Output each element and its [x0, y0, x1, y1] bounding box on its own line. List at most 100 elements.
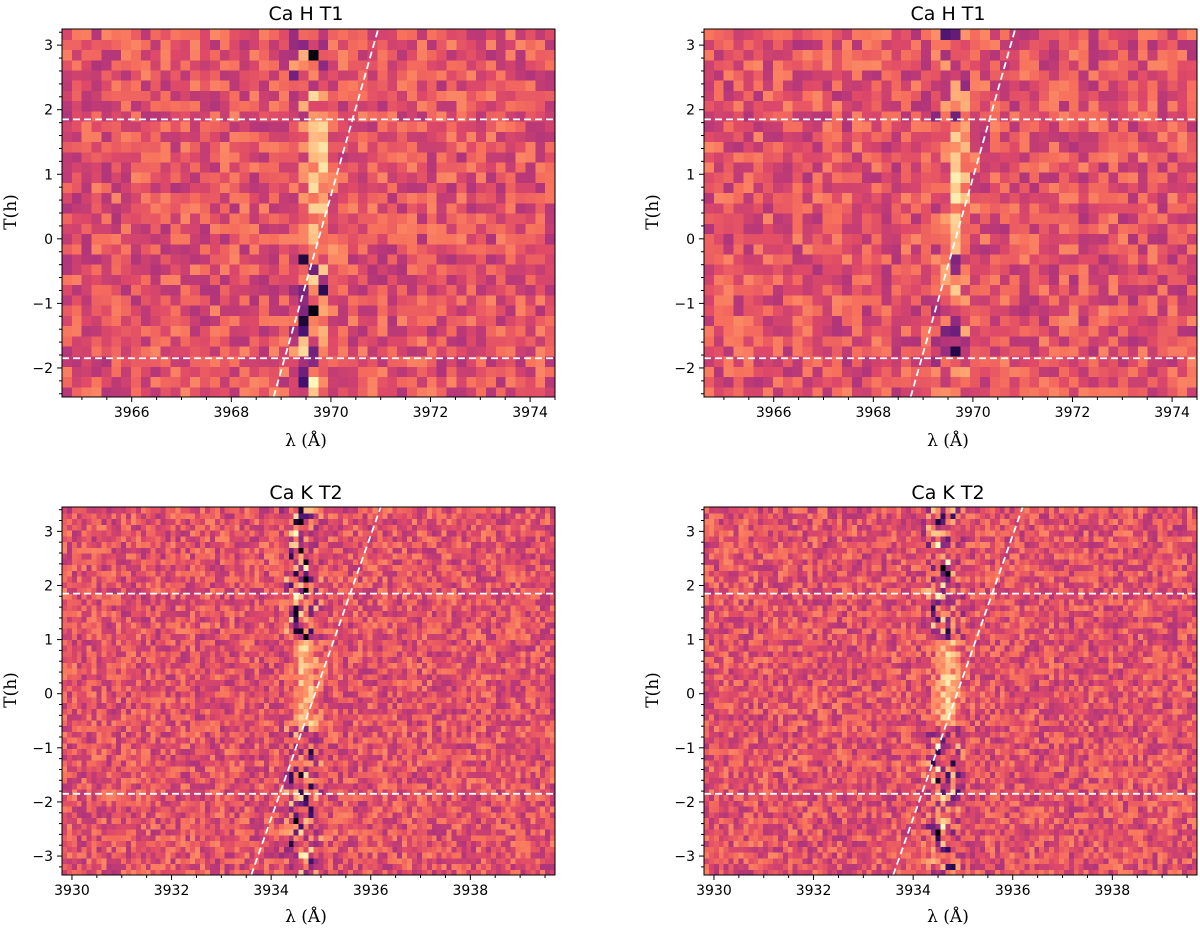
heatmap-cell: [155, 817, 162, 824]
heatmap-cell: [185, 863, 191, 870]
heatmap-cell: [298, 90, 310, 102]
heatmap-cell: [861, 69, 873, 81]
heatmap-cell: [121, 90, 132, 102]
heatmap-cell: [190, 852, 196, 859]
heatmap-cell: [1049, 90, 1060, 102]
heatmap-cell: [229, 806, 236, 813]
heatmap-cell: [1049, 100, 1060, 112]
heatmap-cell: [170, 376, 181, 388]
heatmap-cell: [802, 233, 814, 245]
heatmap-cell: [1039, 325, 1050, 337]
heatmap-cell: [397, 817, 403, 824]
heatmap-cell: [1058, 141, 1070, 153]
heatmap-cell: [441, 834, 448, 842]
heatmap-cell: [209, 863, 216, 870]
heatmap-cell: [911, 345, 922, 357]
heatmap-cell: [278, 294, 290, 306]
heatmap-cell: [121, 59, 132, 71]
heatmap-cell: [209, 59, 221, 71]
heatmap-cell: [229, 811, 236, 819]
heatmap-cell: [704, 141, 715, 153]
heatmap-cell: [229, 817, 236, 824]
heatmap-cell: [200, 834, 206, 842]
heatmap-cell: [155, 823, 162, 830]
heatmap-cell: [219, 335, 231, 347]
heatmap-cell: [155, 852, 162, 859]
heatmap-cell: [466, 253, 477, 265]
heatmap-cell: [999, 243, 1011, 255]
heatmap-cell: [140, 806, 147, 813]
heatmap-cell: [101, 857, 107, 865]
heatmap-cell: [416, 294, 428, 306]
heatmap-cell: [920, 233, 932, 245]
heatmap-cell: [505, 192, 517, 204]
heatmap-cell: [733, 29, 745, 40]
heatmap-cell: [377, 325, 388, 337]
heatmap-cell: [1147, 90, 1159, 102]
heatmap-cell: [160, 253, 172, 265]
heatmap-cell: [71, 817, 78, 824]
heatmap-cell: [476, 243, 487, 255]
heatmap-cell: [269, 869, 275, 875]
heatmap-cell: [91, 857, 98, 865]
heatmap-cell: [1019, 305, 1030, 316]
heatmap-cell: [239, 852, 246, 859]
heatmap-cell: [264, 823, 270, 830]
heatmap-cell: [431, 869, 438, 875]
heatmap-cell: [407, 110, 418, 122]
heatmap-cell: [288, 366, 300, 378]
heatmap-cell: [871, 172, 883, 183]
heatmap-cell: [471, 817, 477, 824]
heatmap-cell: [338, 80, 349, 91]
heatmap-cell: [357, 376, 369, 388]
heatmap-cell: [436, 151, 448, 163]
heatmap-cell: [920, 366, 932, 378]
heatmap-cell: [871, 182, 883, 194]
heatmap-cell: [861, 376, 873, 388]
heatmap-cell: [91, 100, 103, 112]
heatmap-cell: [397, 834, 403, 842]
heatmap-cell: [308, 131, 319, 143]
heatmap-cell: [101, 284, 112, 296]
heatmap-cell: [249, 80, 260, 91]
heatmap-cell: [101, 29, 112, 40]
heatmap-cell: [200, 100, 211, 112]
heatmap-cell: [495, 233, 507, 245]
heatmap-cell: [851, 386, 863, 397]
heatmap-cell: [278, 325, 290, 337]
heatmap-cell: [980, 182, 991, 194]
heatmap-cell: [392, 811, 398, 819]
heatmap-cell: [1157, 335, 1169, 347]
heatmap-cell: [239, 223, 250, 235]
heatmap-cell: [540, 863, 546, 870]
heatmap-cell: [155, 829, 162, 836]
heatmap-cell: [180, 811, 186, 819]
heatmap-cell: [204, 846, 211, 853]
heatmap-cell: [782, 59, 794, 71]
heatmap-cell: [1019, 121, 1030, 132]
heatmap-cell: [851, 29, 863, 40]
heatmap-cell: [451, 806, 457, 813]
heatmap-cell: [535, 274, 546, 286]
heatmap-cell: [200, 840, 206, 847]
heatmap-cell: [121, 869, 127, 875]
heatmap-cell: [426, 305, 438, 316]
heatmap-cell: [802, 315, 814, 327]
heatmap-cell: [901, 335, 912, 347]
heatmap-cell: [239, 264, 250, 275]
heatmap-cell: [753, 100, 764, 112]
heatmap-cell: [505, 857, 512, 865]
heatmap-cell: [259, 366, 270, 378]
heatmap-cell: [466, 366, 477, 378]
heatmap-cell: [426, 213, 438, 224]
heatmap-cell: [293, 869, 300, 875]
heatmap-cell: [91, 806, 98, 813]
heatmap-cell: [209, 823, 216, 830]
heatmap-cell: [1009, 39, 1021, 51]
heatmap-cell: [106, 823, 112, 830]
heatmap-cell: [180, 386, 191, 397]
heatmap-cell: [140, 49, 152, 61]
heatmap-cell: [1029, 386, 1040, 397]
heatmap-cell: [733, 345, 745, 357]
heatmap-cell: [392, 852, 398, 859]
